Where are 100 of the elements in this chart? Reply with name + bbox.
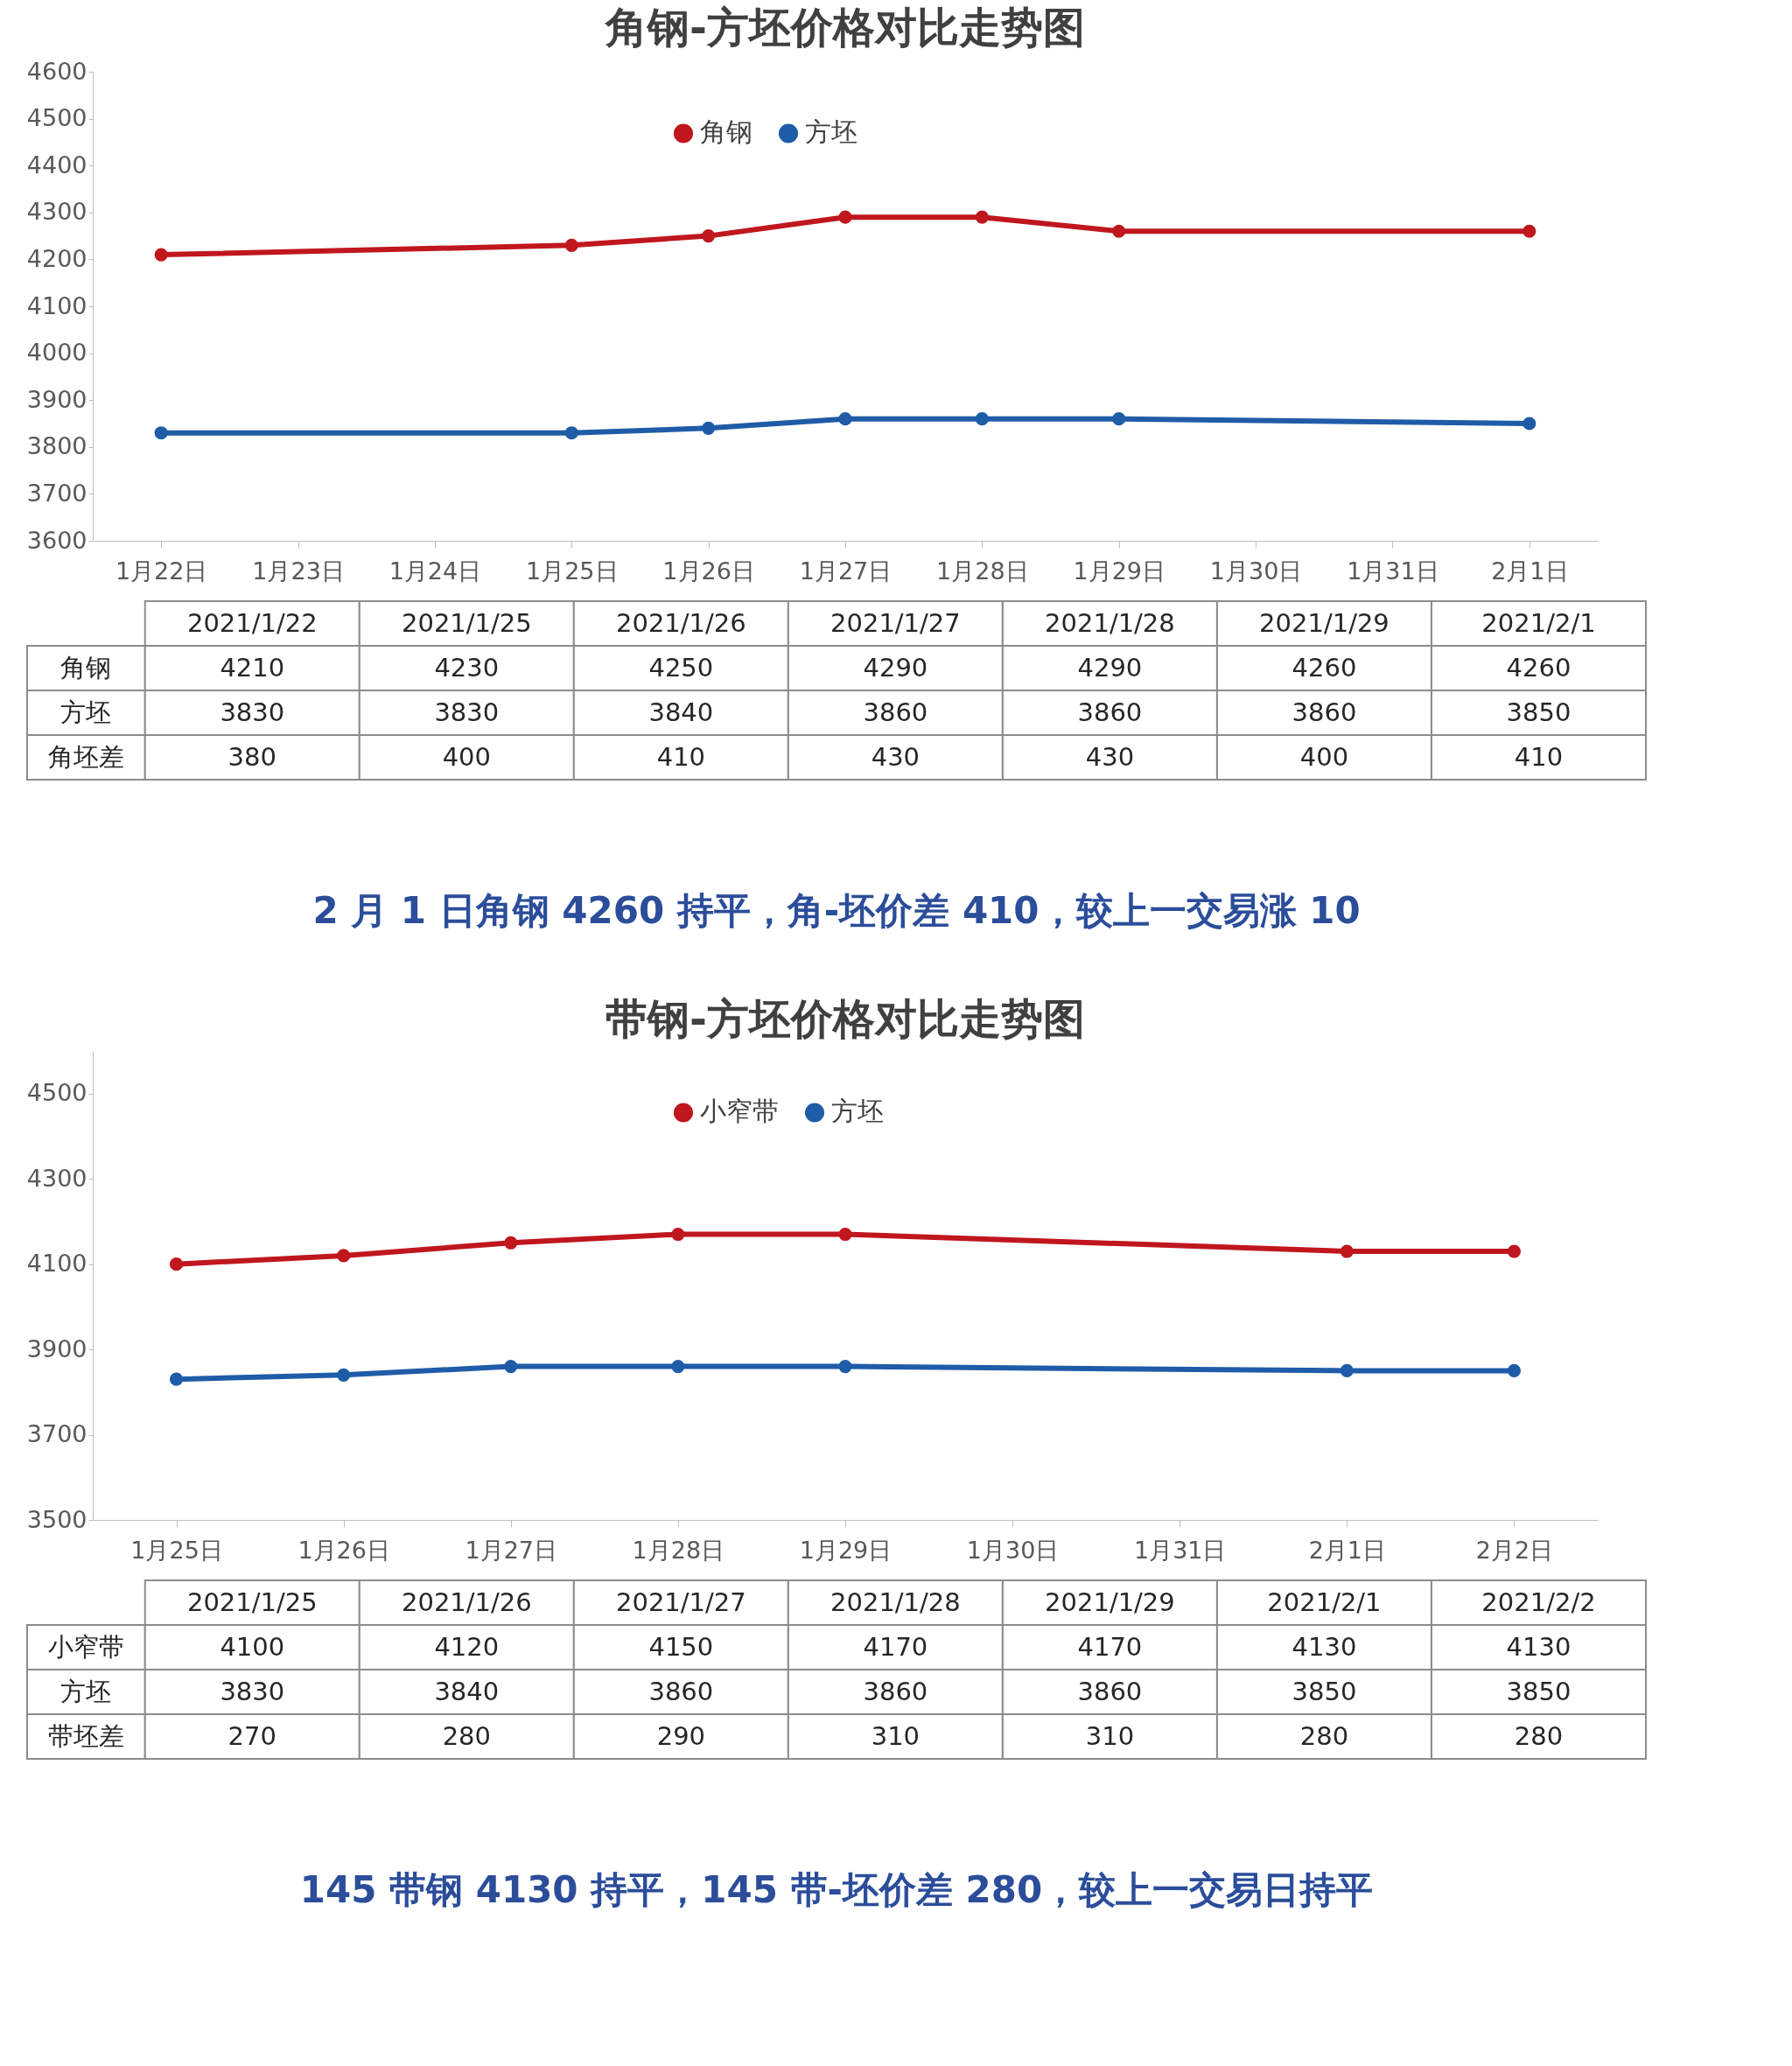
category-label: 2021/1/29 xyxy=(1045,1586,1175,1617)
data-label: 3850 xyxy=(1506,1676,1572,1706)
data-label: 3860 xyxy=(648,1676,714,1706)
x-tick-label: 1月27日 xyxy=(799,557,892,585)
category-label: 2021/2/1 xyxy=(1481,607,1596,638)
data-label: 4120 xyxy=(434,1631,500,1662)
data-label: 3830 xyxy=(220,1676,285,1706)
data-label: 410 xyxy=(656,741,706,772)
data-label: 280 xyxy=(1299,1720,1349,1751)
legend-label: 带坯差 xyxy=(47,1720,124,1751)
data-label: 3830 xyxy=(434,697,500,727)
data-label: 4130 xyxy=(1292,1631,1357,1662)
data-label: 410 xyxy=(1514,741,1564,772)
data-label: 4130 xyxy=(1506,1631,1572,1662)
category-label: 2021/1/27 xyxy=(616,1586,746,1617)
data-label: 4150 xyxy=(648,1631,714,1662)
y-tick-label: 4500 xyxy=(26,1079,88,1107)
data-label: 4170 xyxy=(863,1631,928,1662)
x-tick-label: 1月25日 xyxy=(526,557,619,585)
data-label: 4260 xyxy=(1506,652,1572,683)
data-label: 3840 xyxy=(648,697,714,727)
data-label: 3830 xyxy=(220,697,285,727)
data-label: 4250 xyxy=(648,652,714,683)
x-tick-label: 1月27日 xyxy=(465,1536,558,1564)
x-tick-label: 2月2日 xyxy=(1475,1536,1554,1564)
legend-label: 方坯 xyxy=(60,697,112,727)
y-tick-label: 3800 xyxy=(26,432,88,460)
x-tick-label: 1月30日 xyxy=(1209,557,1303,585)
y-tick-label: 4300 xyxy=(26,198,88,226)
category-label: 2021/1/26 xyxy=(401,1586,532,1617)
legend-label: 角钢 xyxy=(700,116,752,148)
y-tick-label: 3900 xyxy=(26,385,88,413)
data-label: 3860 xyxy=(1077,697,1143,727)
data-label: 380 xyxy=(228,741,276,772)
data-label: 4170 xyxy=(1077,1631,1143,1662)
x-tick-label: 1月28日 xyxy=(632,1536,725,1564)
data-label: 4100 xyxy=(220,1631,285,1662)
x-tick-label: 1月25日 xyxy=(130,1536,223,1564)
legend-label: 方坯 xyxy=(60,1676,112,1706)
x-tick-label: 1月29日 xyxy=(799,1536,892,1564)
data-label: 3860 xyxy=(863,1676,928,1706)
data-label: 3840 xyxy=(434,1676,500,1706)
legend-label: 方坯 xyxy=(805,116,858,148)
chart-title: 带钢-方坯价格对比走势图 xyxy=(606,994,1085,1043)
x-tick-label: 1月26日 xyxy=(662,557,755,585)
data-label: 310 xyxy=(871,1720,920,1751)
y-tick-label: 4200 xyxy=(26,244,88,272)
data-label: 3860 xyxy=(1292,697,1357,727)
category-label: 2021/1/25 xyxy=(401,607,532,638)
data-label: 3860 xyxy=(1077,1676,1143,1706)
x-tick-label: 1月31日 xyxy=(1347,557,1439,585)
y-tick-label: 4300 xyxy=(26,1164,88,1192)
x-tick-label: 2月1日 xyxy=(1491,557,1569,585)
category-label: 2021/1/29 xyxy=(1259,607,1390,638)
data-label: 400 xyxy=(442,741,491,772)
data-label: 4290 xyxy=(1077,652,1143,683)
y-tick-label: 3900 xyxy=(26,1334,88,1362)
category-label: 2021/1/22 xyxy=(186,607,318,638)
x-tick-label: 1月29日 xyxy=(1073,557,1166,585)
legend-label: 方坯 xyxy=(831,1096,884,1127)
legend-label: 角坯差 xyxy=(47,741,124,772)
y-tick-label: 4100 xyxy=(26,291,88,319)
data-label: 4230 xyxy=(434,652,500,683)
category-label: 2021/1/28 xyxy=(830,1586,961,1617)
series-label: 小窄带 xyxy=(47,1631,124,1662)
category-label: 2021/1/26 xyxy=(616,607,746,638)
y-tick-label: 4500 xyxy=(26,104,88,132)
category-label: 2021/2/2 xyxy=(1481,1586,1596,1617)
y-tick-label: 3700 xyxy=(26,1420,88,1448)
x-tick-label: 1月22日 xyxy=(115,557,208,585)
y-tick-label: 3700 xyxy=(26,479,88,507)
data-label: 310 xyxy=(1085,1720,1135,1751)
x-tick-label: 2月1日 xyxy=(1308,1536,1387,1564)
category-label: 2021/2/1 xyxy=(1267,1586,1382,1617)
data-label: 4260 xyxy=(1292,652,1357,683)
data-label: 280 xyxy=(442,1720,491,1751)
category-label: 2021/1/27 xyxy=(830,607,961,638)
series-label: 角钢 xyxy=(60,652,112,683)
x-tick-label: 1月26日 xyxy=(298,1536,390,1564)
data-label: 3860 xyxy=(863,697,928,727)
text: 145 带钢 4130 持平，145 带-坯价差 280，较上一交易日持平 xyxy=(299,1868,1374,1911)
data-label: 400 xyxy=(1299,741,1349,772)
data-label: 290 xyxy=(656,1720,706,1751)
x-tick-label: 1月24日 xyxy=(388,557,482,585)
data-label: 270 xyxy=(228,1720,276,1751)
text: 2 月 1 日角钢 4260 持平，角-坯价差 410，较上一交易涨 10 xyxy=(312,889,1361,932)
y-tick-label: 4400 xyxy=(26,151,88,179)
y-tick-label: 4000 xyxy=(26,339,88,367)
data-label: 4210 xyxy=(220,652,285,683)
y-tick-label: 4600 xyxy=(26,57,88,85)
x-tick-label: 1月30日 xyxy=(966,1536,1060,1564)
chart-title: 角钢-方坯价格对比走势图 xyxy=(604,3,1085,52)
x-tick-label: 1月31日 xyxy=(1133,1536,1227,1564)
category-label: 2021/1/25 xyxy=(186,1586,318,1617)
category-label: 2021/1/28 xyxy=(1045,607,1175,638)
x-tick-label: 1月28日 xyxy=(936,557,1029,585)
y-tick-label: 3500 xyxy=(26,1505,88,1533)
y-tick-label: 4100 xyxy=(26,1250,88,1278)
legend-label: 小窄带 xyxy=(700,1096,779,1127)
data-label: 430 xyxy=(871,741,920,772)
